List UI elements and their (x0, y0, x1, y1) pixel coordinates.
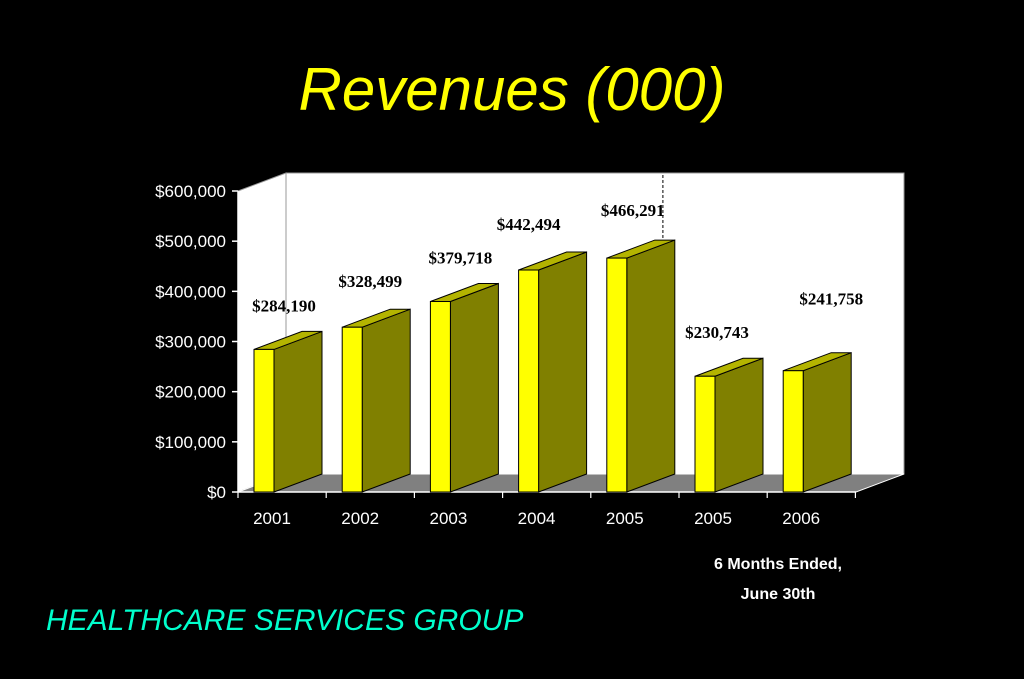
slide-title: Revenues (000) (298, 56, 726, 123)
bar-front (518, 269, 540, 493)
bar-1 (341, 308, 411, 493)
bar-6 (782, 351, 852, 493)
bar-front (253, 348, 275, 493)
bar-3 (518, 251, 588, 493)
y-tick-label: $400,000 (155, 282, 226, 301)
y-tick-label: $600,000 (155, 182, 226, 201)
data-label-5: $230,743 (685, 323, 749, 342)
bar-5 (694, 357, 764, 493)
data-label-0: $284,190 (252, 296, 316, 315)
bar-front (341, 326, 363, 493)
x-tick-label-1: 2002 (341, 509, 379, 528)
data-label-4: $466,291 (601, 201, 665, 220)
data-label-3: $442,494 (497, 215, 561, 234)
data-label-1: $328,499 (338, 272, 402, 291)
x-tick-label-6: 2006 (782, 509, 820, 528)
y-tick-label: $300,000 (155, 333, 226, 352)
bar-0 (253, 330, 323, 493)
bar-front (782, 370, 804, 493)
bar-side (449, 282, 499, 493)
bar-side (626, 239, 676, 493)
data-label-6: $241,758 (799, 290, 863, 309)
x-tick-label-5: 2005 (694, 509, 732, 528)
bar-front (606, 257, 628, 493)
x-tick-label-3: 2004 (518, 509, 556, 528)
y-tick-label: $500,000 (155, 232, 226, 251)
x-tick-label-4: 2005 (606, 509, 644, 528)
bar-side (802, 351, 852, 493)
bar-front (429, 301, 451, 493)
bar-side (273, 330, 323, 493)
x-tick-label-2: 2003 (429, 509, 467, 528)
bar-side (714, 357, 764, 493)
y-tick-label: $0 (207, 483, 226, 502)
period-note-line-1: 6 Months Ended, (714, 556, 842, 573)
period-note: 6 Months Ended, June 30th (668, 550, 888, 610)
bar-4 (606, 239, 676, 493)
company-name: HEALTHCARE SERVICES GROUP (46, 604, 524, 637)
x-tick-label-0: 2001 (253, 509, 291, 528)
bar-side (538, 251, 588, 493)
bar-front (694, 375, 716, 493)
y-tick-label: $100,000 (155, 433, 226, 452)
bar-2 (429, 282, 499, 493)
y-tick-label: $200,000 (155, 383, 226, 402)
data-label-2: $379,718 (429, 249, 493, 268)
period-note-line-2: June 30th (740, 586, 816, 603)
bar-side (361, 308, 411, 493)
